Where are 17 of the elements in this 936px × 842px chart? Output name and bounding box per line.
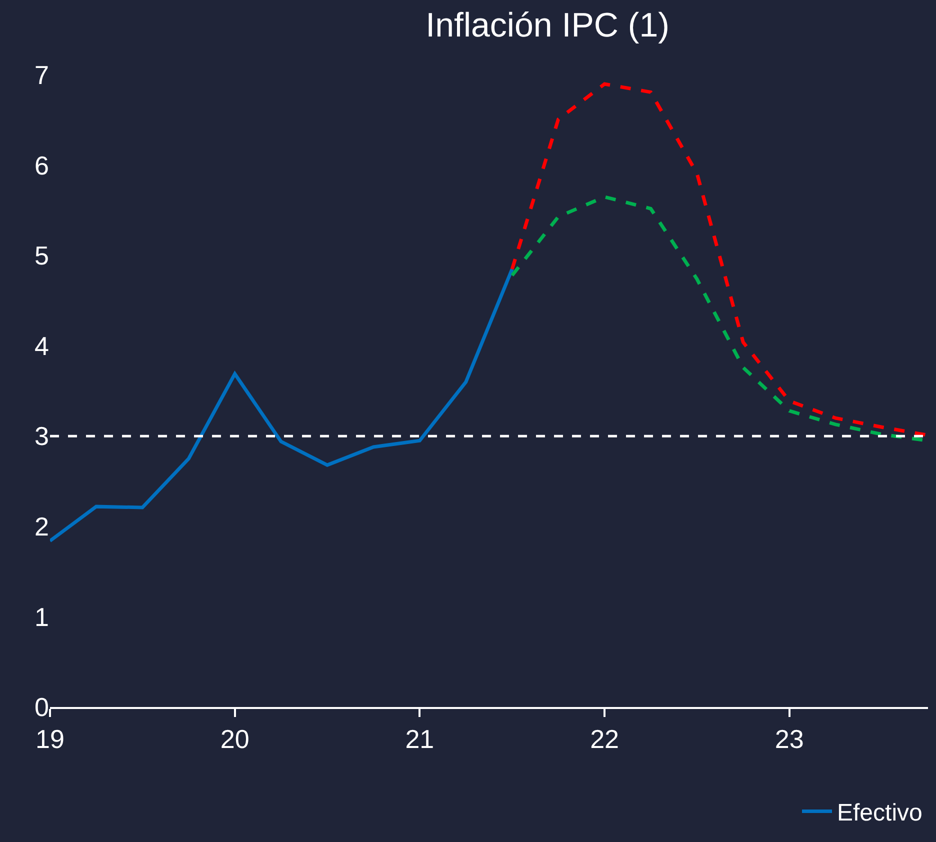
y-tick-label: 4 xyxy=(34,330,49,361)
y-tick-label: 7 xyxy=(34,60,49,90)
x-tick-label: 21 xyxy=(405,724,434,754)
line-series xyxy=(50,267,514,543)
y-tick-label: 5 xyxy=(34,240,49,271)
chart-title: Inflación IPC (1) xyxy=(426,6,670,44)
x-tick-label: 19 xyxy=(36,724,64,754)
x-tick-label: 23 xyxy=(774,724,804,754)
legend-label: Efectivo xyxy=(837,800,922,827)
line-series xyxy=(510,82,928,437)
y-tick-label: 6 xyxy=(34,150,49,180)
x-tick-label: 22 xyxy=(590,724,619,754)
y-tick-label: 0 xyxy=(34,692,49,722)
y-tick-label: 1 xyxy=(34,602,49,632)
y-tick-label: 2 xyxy=(34,512,49,542)
y-tick-label: 3 xyxy=(34,421,49,452)
x-tick-label: 20 xyxy=(220,724,250,754)
